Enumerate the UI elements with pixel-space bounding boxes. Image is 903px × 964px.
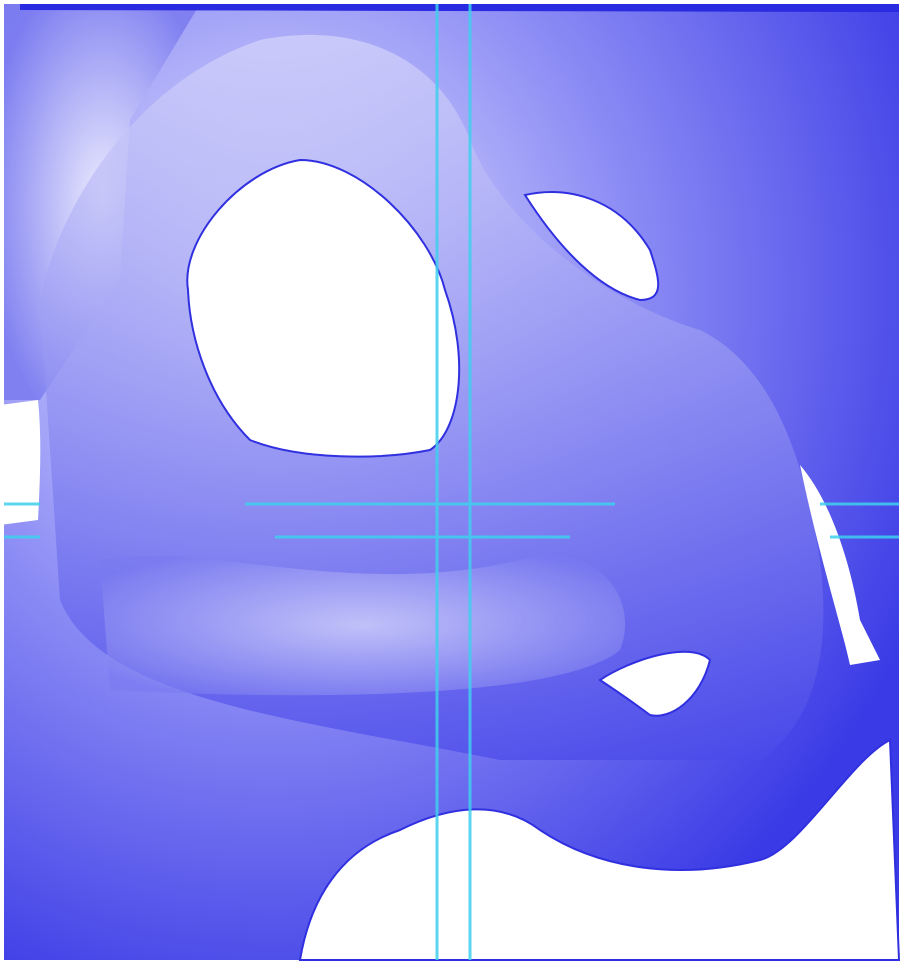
gap-bottom: [298, 738, 901, 961]
tube: [100, 555, 626, 696]
gap-left: [0, 400, 41, 525]
gap-right: [800, 465, 880, 665]
hole-small: [598, 650, 712, 717]
crosshair: [4, 4, 899, 960]
hole-top-right: [523, 191, 660, 302]
hole-large: [186, 158, 461, 458]
edge-top: [20, 4, 899, 12]
